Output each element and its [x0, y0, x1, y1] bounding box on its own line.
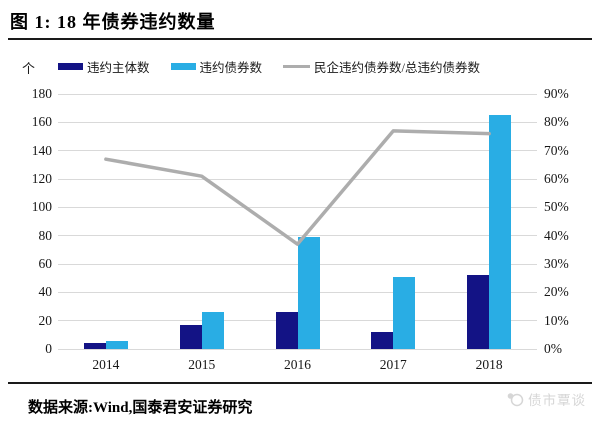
x-axis-label: 2014	[92, 357, 120, 372]
watermark-text: 债市覃谈	[528, 393, 586, 408]
y-axis-tick-left: 80	[38, 227, 53, 243]
y-axis-tick-right: 60%	[544, 171, 569, 186]
y-axis-tick-left: 140	[31, 142, 52, 158]
y-axis-tick-right: 30%	[544, 256, 569, 271]
watermark: 债市覃谈	[507, 389, 586, 409]
y-axis-tick-left: 120	[31, 171, 52, 186]
gridline	[58, 178, 537, 180]
title-divider	[8, 38, 592, 40]
legend-item-private-ratio: 民企违约债券数/总违约债券数	[283, 57, 480, 76]
y-axis-tick-left: 100	[31, 199, 52, 215]
legend-label: 违约主体数	[87, 61, 150, 75]
bar-series1-2014	[83, 343, 106, 349]
x-axis-label: 2016	[284, 357, 311, 372]
y-axis-tick-right: 80%	[544, 114, 569, 130]
gridline	[58, 235, 537, 237]
chart-legend: 违约主体数 违约债券数 民企违约债券数/总违约债券数	[58, 57, 480, 76]
y-axis-tick-right: 70%	[544, 142, 569, 158]
figure-title: 图 1: 18 年债券违约数量	[10, 12, 216, 32]
legend-swatch-dark-blue	[58, 63, 83, 70]
y-axis-tick-right: 10%	[544, 312, 569, 328]
y-axis-tick-right: 90%	[544, 86, 569, 101]
bar-series1-2017	[371, 332, 394, 349]
x-axis-label: 2018	[475, 357, 503, 372]
legend-label: 违约债券数	[199, 61, 263, 75]
bar-series2-2018	[489, 115, 512, 349]
y-axis-tick-right: 50%	[544, 199, 569, 215]
y-axis-tick-left: 0	[45, 341, 52, 356]
left-axis-unit-label: 个	[22, 61, 36, 76]
bar-series1-2016	[275, 312, 298, 349]
gridline	[58, 206, 537, 208]
legend-swatch-gray-line	[283, 65, 311, 68]
legend-item-defaulted-bonds: 违约债券数	[170, 57, 263, 76]
bar-series1-2015	[179, 324, 202, 349]
bar-series2-2017	[393, 276, 416, 349]
y-axis-tick-left: 160	[31, 114, 52, 130]
x-axis-label: 2015	[188, 357, 216, 372]
gridline	[58, 121, 537, 123]
line-series-private-ratio	[104, 129, 491, 246]
legend-item-defaulted-issuers: 违约主体数	[58, 57, 150, 76]
bar-series2-2014	[105, 340, 128, 349]
y-axis-tick-right: 40%	[544, 227, 569, 243]
gridline	[58, 150, 537, 152]
y-axis-tick-right: 0%	[544, 341, 562, 356]
bar-series2-2015	[201, 312, 224, 349]
y-axis-tick-left: 60	[38, 256, 53, 271]
footer-divider	[8, 382, 592, 384]
gridline	[58, 93, 537, 95]
legend-label: 民企违约债券数/总违约债券数	[314, 61, 481, 75]
bar-series2-2016	[297, 237, 320, 349]
y-axis-tick-left: 40	[38, 284, 53, 300]
gridline	[58, 348, 537, 350]
brand-logo-icon	[507, 392, 524, 406]
y-axis-tick-right: 20%	[544, 284, 569, 300]
x-axis-label: 2017	[379, 357, 407, 372]
y-axis-tick-left: 20	[38, 312, 53, 328]
bar-series1-2018	[467, 275, 490, 349]
legend-swatch-light-blue	[170, 63, 196, 70]
y-axis-tick-left: 180	[31, 86, 52, 101]
data-source-note: 数据来源:Wind,国泰君安证券研究	[28, 400, 253, 416]
